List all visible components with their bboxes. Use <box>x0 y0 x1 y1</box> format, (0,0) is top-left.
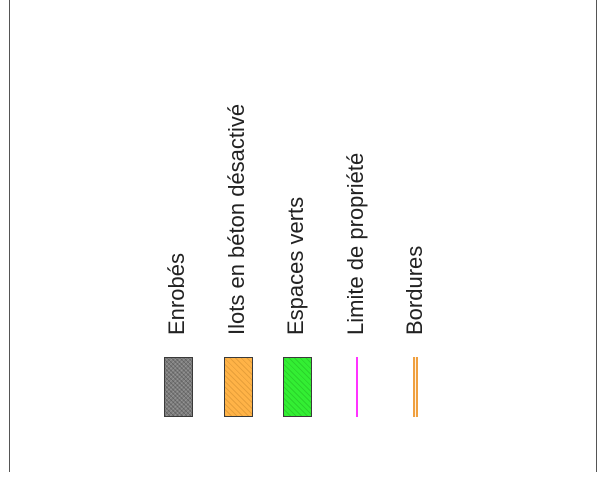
legend-label-limite-propriete: Limite de propriété <box>343 152 368 335</box>
legend-label-enrobes: Enrobés <box>164 253 189 335</box>
line-limite-propriete <box>356 357 358 417</box>
legend-label-ilots-beton: Ilots en béton désactivé <box>224 103 249 335</box>
swatch-espaces-verts <box>283 357 312 417</box>
frame-right-border <box>596 0 597 472</box>
line-bordures <box>413 357 418 417</box>
legend-label-espaces-verts: Espaces verts <box>283 196 308 335</box>
legend-label-bordures: Bordures <box>402 245 427 335</box>
frame-left-border <box>9 0 10 472</box>
swatch-ilots-beton <box>224 357 253 417</box>
swatch-enrobes <box>164 357 193 417</box>
